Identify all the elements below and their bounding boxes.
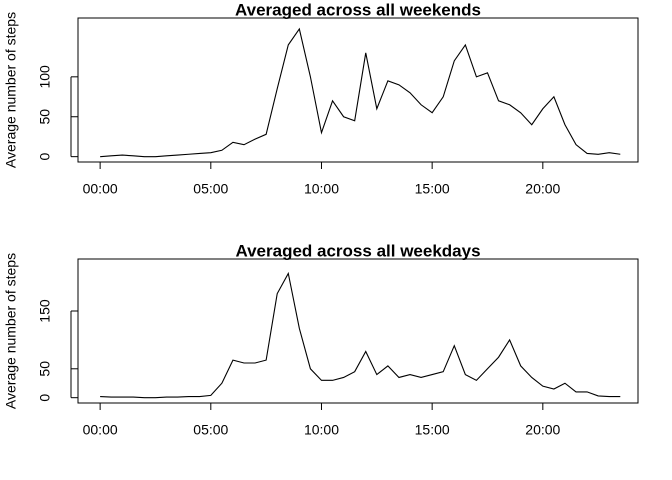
x-tick-label: 20:00: [525, 422, 560, 438]
data-line: [100, 271, 621, 399]
x-tick-label: 15:00: [415, 422, 450, 438]
chart-title: Averaged across all weekdays: [235, 241, 480, 260]
x-tick-label: 05:00: [193, 181, 228, 197]
y-tick-label: 50: [37, 361, 53, 377]
plot-box: [77, 258, 639, 404]
y-axis-label: Average number of steps: [3, 253, 19, 409]
x-tick-label: 10:00: [304, 181, 339, 197]
x-tick-label: 05:00: [193, 422, 228, 438]
y-tick-label: 150: [37, 299, 53, 323]
y-tick-label: 0: [37, 153, 53, 161]
y-tick-label: 0: [37, 394, 53, 402]
x-tick-label: 15:00: [415, 181, 450, 197]
x-tick-label: 10:00: [304, 422, 339, 438]
x-tick-label: 20:00: [525, 181, 560, 197]
x-tick-label: 00:00: [83, 422, 118, 438]
data-line: [100, 27, 621, 158]
y-tick-label: 50: [37, 109, 53, 125]
y-axis-label: Average number of steps: [3, 12, 19, 168]
chart-title: Averaged across all weekends: [235, 0, 481, 19]
plot-box: [77, 17, 639, 163]
y-tick-label: 100: [37, 65, 53, 89]
x-tick-label: 00:00: [83, 181, 118, 197]
